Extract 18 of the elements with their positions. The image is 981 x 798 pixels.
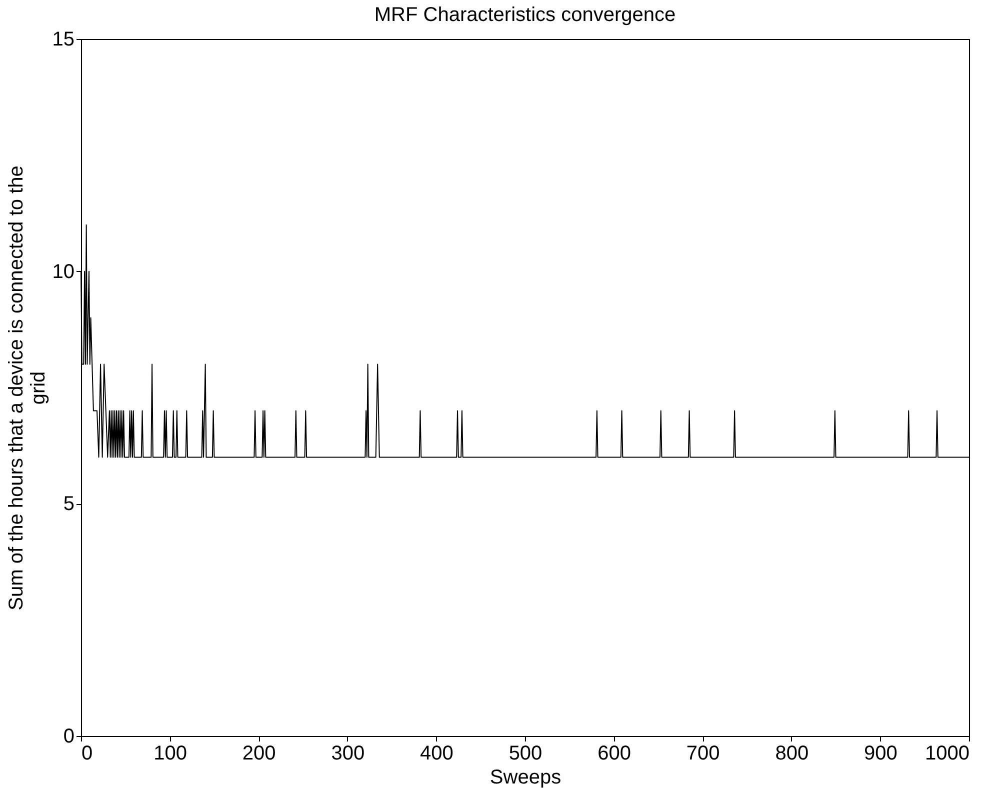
x-axis-title: Sweeps xyxy=(490,766,562,788)
y-tick-label: 15 xyxy=(52,28,74,50)
x-tick-label: 400 xyxy=(420,742,454,764)
chart-title: MRF Characteristics convergence xyxy=(374,4,676,26)
x-tick-label: 1000 xyxy=(925,742,970,764)
x-tick-label: 100 xyxy=(154,742,187,764)
x-tick-label: 700 xyxy=(686,742,720,764)
x-tick-label: 600 xyxy=(598,742,631,764)
x-tick-label: 800 xyxy=(775,742,809,764)
x-tick-label: 200 xyxy=(242,742,276,764)
y-axis-title: Sum of the hours that a device is connected to the grid xyxy=(5,166,50,610)
y-tick-label: 10 xyxy=(52,260,74,283)
y-tick-label: 0 xyxy=(63,726,74,748)
x-tick-label: 0 xyxy=(82,742,93,764)
y-tick-label: 5 xyxy=(63,493,74,516)
x-tick-label: 300 xyxy=(331,742,365,764)
x-tick-label: 500 xyxy=(508,742,542,764)
x-tick-label: 900 xyxy=(864,742,898,764)
